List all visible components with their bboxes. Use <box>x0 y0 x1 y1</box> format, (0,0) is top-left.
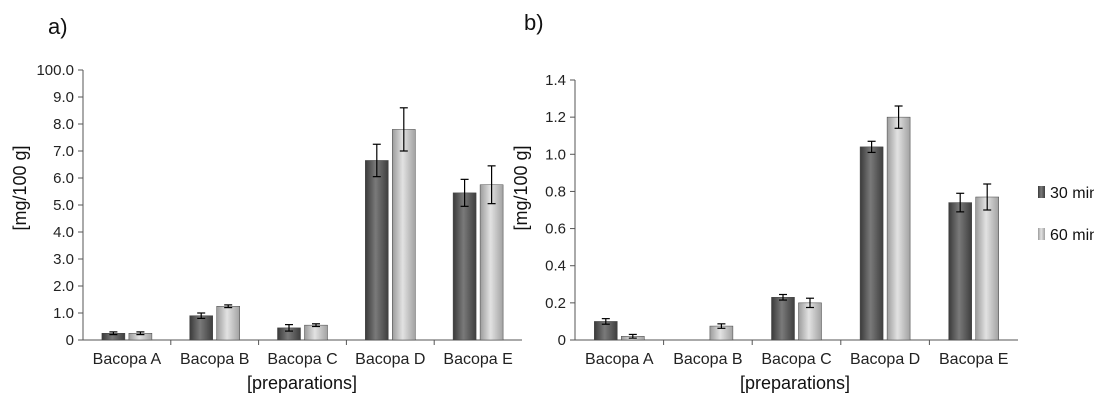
bar-a-60-min-2 <box>216 306 240 341</box>
y-tick-label-b: 1.2 <box>545 109 566 126</box>
y-tick-label-a: 3.0 <box>53 251 74 268</box>
error-bar-a-60-min-2 <box>224 304 233 309</box>
bar-a-60-min-5 <box>479 184 504 341</box>
error-bar-a-30-min-1 <box>109 331 118 336</box>
legend-label-60-min: 60 min <box>1050 227 1094 244</box>
error-bar-a-60-min-1 <box>136 331 145 336</box>
error-bar-b-60-min-5 <box>983 183 992 211</box>
error-bar-b-30-min-5 <box>956 192 965 213</box>
legend-swatch-30-min <box>1038 186 1045 198</box>
bar-a-60-min-4 <box>392 129 416 341</box>
error-bar-b-30-min-4 <box>867 140 876 154</box>
bar-b-30-min-4 <box>859 146 884 341</box>
bar-b-30-min-3 <box>771 297 795 341</box>
error-bar-a-30-min-3 <box>285 324 293 332</box>
x-axis-title-b: [preparations] <box>740 373 850 393</box>
y-tick-label-a: 6.0 <box>53 170 74 187</box>
error-bar-a-30-min-5 <box>460 178 469 207</box>
y-tick-label-b: 0.4 <box>545 258 566 275</box>
error-bar-a-30-min-4 <box>372 143 381 178</box>
legend-item-30-min: 30 min <box>1038 185 1094 202</box>
x-tick-label-a: Bacopa D <box>355 351 425 368</box>
error-bar-a-60-min-3 <box>312 323 320 328</box>
x-tick-label-b: Bacopa D <box>850 351 920 368</box>
y-tick-label-a: 1.0 <box>53 305 74 322</box>
y-axis-title-b: [mg/100 g] <box>511 145 531 230</box>
panel-label-a: a) <box>48 14 68 39</box>
panel-label-b: b) <box>524 10 544 35</box>
y-tick-label-a: 2.0 <box>53 278 74 295</box>
y-tick-label-b: 1.0 <box>545 146 566 163</box>
y-tick-label-a: 5.0 <box>53 197 74 214</box>
x-tick-label-b: Bacopa B <box>673 351 742 368</box>
y-tick-label-b: 0.6 <box>545 221 566 238</box>
error-bar-a-60-min-5 <box>487 165 496 205</box>
bar-b-60-min-4 <box>886 116 911 341</box>
x-tick-label-a: Bacopa C <box>267 351 337 368</box>
error-bar-a-60-min-4 <box>399 107 408 152</box>
y-tick-label-a: 0 <box>66 332 74 349</box>
error-bar-b-60-min-4 <box>894 105 903 129</box>
plot-area-a: 0 1.0 2.0 3.0 4.0 5.0 6.0 7.0 8.0 9.0 100.0 Bacopa … <box>36 62 522 368</box>
legend-item-60-min: 60 min <box>1038 227 1094 244</box>
error-bar-a-30-min-2 <box>197 312 206 319</box>
legend-swatch-60-min <box>1038 228 1045 240</box>
x-axis-title-a: [preparations] <box>247 373 357 393</box>
legend: 30 min 60 min <box>1038 185 1094 244</box>
bar-b-60-min-5 <box>975 196 999 341</box>
chart-a: a) 0 1.0 2.0 3.0 4.0 5.0 6.0 7.0 8.0 9.0 100.0 Baco… <box>10 14 522 393</box>
x-tick-label-a: Bacopa E <box>443 351 512 368</box>
x-tick-label-b: Bacopa E <box>939 351 1008 368</box>
y-tick-label-a: 9.0 <box>53 89 74 106</box>
error-bar-b-30-min-3 <box>779 293 787 301</box>
y-tick-label-b: 0.2 <box>545 295 566 312</box>
error-bar-b-30-min-1 <box>601 318 610 325</box>
bar-b-30-min-5 <box>948 202 972 341</box>
y-tick-label-a: 7.0 <box>53 143 74 160</box>
y-tick-label-a: 8.0 <box>53 116 74 133</box>
x-tick-label-a: Bacopa A <box>93 351 162 368</box>
error-bar-b-60-min-2 <box>717 323 726 329</box>
bar-a-30-min-4 <box>365 160 389 341</box>
y-tick-label-b: 1.4 <box>545 72 566 89</box>
bar-a-30-min-5 <box>452 192 477 341</box>
bar-a-30-min-2 <box>189 315 213 341</box>
legend-label-30-min: 30 min <box>1050 185 1094 202</box>
error-bar-b-60-min-3 <box>806 297 814 309</box>
error-bar-b-60-min-1 <box>628 333 637 339</box>
y-tick-label-a: 4.0 <box>53 224 74 241</box>
y-tick-label-b: 0.8 <box>545 183 566 200</box>
bar-b-60-min-3 <box>798 302 822 341</box>
y-tick-label-a: 100.0 <box>36 62 74 79</box>
y-axis-title-a: [mg/100 g] <box>10 145 30 230</box>
x-tick-label-b: Bacopa A <box>585 351 654 368</box>
bar-a-60-min-3 <box>304 324 328 341</box>
plot-area-b: 0 0.2 0.4 0.6 0.8 1.0 1.2 1.4 Bacopa A Bacopa B Ba… <box>545 72 1018 368</box>
x-tick-label-b: Bacopa C <box>761 351 831 368</box>
y-tick-label-b: 0 <box>558 332 566 349</box>
chart-b: b) 0 0.2 0.4 0.6 0.8 1.0 1.2 1.4 Bacopa A Bacopa … <box>511 10 1018 393</box>
x-tick-label-a: Bacopa B <box>180 351 249 368</box>
